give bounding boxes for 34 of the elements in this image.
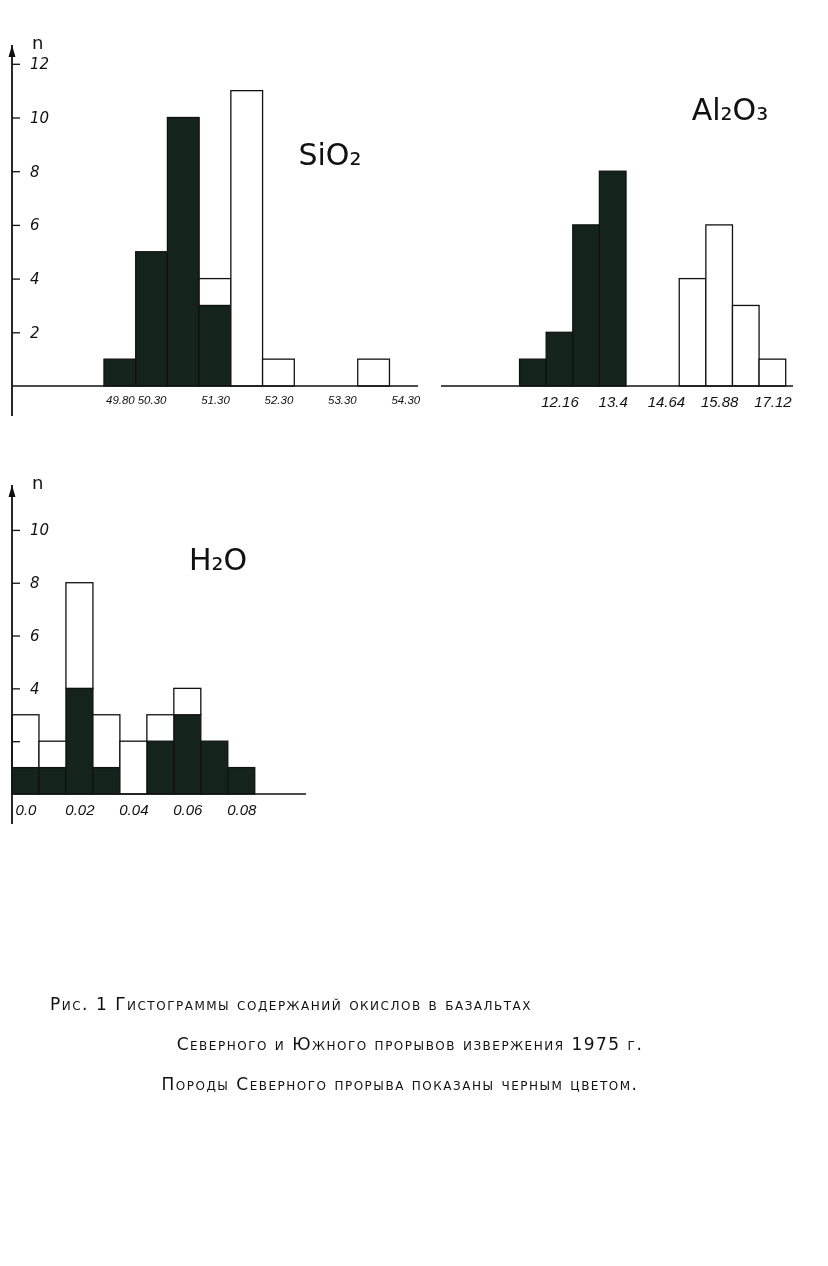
y-axis-title: n [32,472,44,493]
x-tick-label: 0.0 [15,800,38,818]
text: Породы Северного прорыва показаны черным цветом. [161,1074,639,1094]
y-tick-label: 12 [30,55,50,74]
text: SiO₂ [298,137,362,172]
x-tick-label: 51.30 [201,394,231,407]
y-axis-title: n [32,32,44,53]
x-tick-label: 15.88 [700,392,740,410]
y-tick-label: 6 [30,626,40,645]
x-tick-label: 50.30 [137,394,168,407]
y-tick-label: 4 [30,269,40,288]
x-tick-label: 52.30 [264,394,294,407]
text: H₂O [188,542,248,577]
y-tick-label: 8 [30,162,40,181]
y-tick-label: 2 [30,323,40,342]
x-tick-label: 12.16 [541,392,580,410]
text: Рис. 1 Гистограммы содержаний окислов в базальтах [50,994,533,1014]
x-tick-label: 0.08 [227,800,258,818]
x-tick-label: 49.80 [105,394,136,407]
x-tick-label: 17.12 [754,392,793,410]
y-tick-label: 10 [30,108,50,127]
x-tick-label: 54.30 [391,394,421,407]
x-tick-label: 53.30 [328,394,358,407]
x-tick-label: 13.4 [598,392,628,410]
x-tick-label: 0.02 [65,800,96,818]
text: Северного и Южного прорывов извержения 1975 г. [176,1034,644,1054]
y-tick-label: 6 [30,216,40,235]
y-tick-label: 8 [30,574,40,593]
y-tick-label: 10 [30,521,50,540]
x-tick-label: 0.04 [119,800,149,818]
x-tick-label: 14.64 [647,392,686,410]
text: Al₂O₃ [691,92,769,127]
y-tick-label: 4 [30,679,40,698]
x-tick-label: 0.06 [173,800,204,818]
